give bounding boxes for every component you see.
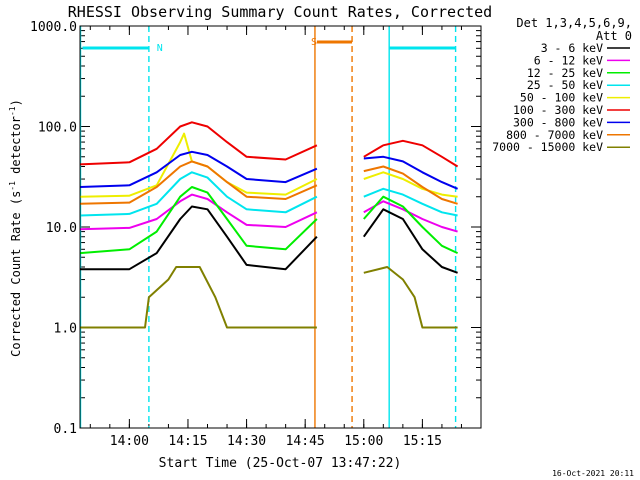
x-tick-label: 15:15 bbox=[403, 434, 442, 449]
series-line bbox=[79, 121, 318, 166]
legend-label: 12 - 25 keV bbox=[527, 66, 603, 80]
series-line bbox=[79, 150, 318, 188]
chart-title: RHESSI Observing Summary Count Rates, Co… bbox=[68, 3, 492, 21]
plot-layer: 0.1 1.0 10.0 100.0 1000.0 14:00 14:15 14:30 14:4… bbox=[30, 20, 481, 449]
saa-label: S bbox=[311, 37, 317, 48]
series-line bbox=[79, 160, 318, 205]
series-line bbox=[363, 200, 458, 233]
legend-header-line-2: Att 0 bbox=[596, 29, 632, 43]
x-tick-label: 15:00 bbox=[344, 434, 383, 449]
x-axis-label: Start Time (25-Oct-07 13:47:22) bbox=[159, 456, 402, 471]
series-line bbox=[79, 186, 318, 255]
legend-label: 50 - 100 keV bbox=[520, 91, 603, 105]
x-tick-label: 14:15 bbox=[168, 434, 207, 449]
legend-header-line-1: Det 1,3,4,5,6,9, bbox=[516, 16, 632, 30]
legend-label: 800 - 7000 keV bbox=[506, 128, 603, 142]
legend-label: 25 - 50 keV bbox=[527, 78, 603, 92]
series-line bbox=[363, 171, 458, 198]
plot-frame bbox=[79, 25, 482, 429]
y-tick-label: 0.1 bbox=[54, 422, 77, 437]
y-tick-label: 100.0 bbox=[38, 121, 77, 136]
y-tick-label: 1.0 bbox=[54, 322, 77, 337]
series-line bbox=[363, 266, 458, 329]
series-line bbox=[79, 193, 318, 231]
footer-date: 16-Oct-2021 20:11 bbox=[552, 469, 634, 478]
legend-label: 100 - 300 keV bbox=[513, 103, 603, 117]
legend-label: 3 - 6 keV bbox=[541, 41, 603, 55]
series-line bbox=[80, 266, 317, 329]
x-tick-label: 14:45 bbox=[286, 434, 325, 449]
series-line bbox=[362, 208, 458, 274]
series-line bbox=[363, 155, 458, 190]
legend-label: 300 - 800 keV bbox=[513, 115, 603, 129]
series-line bbox=[363, 195, 459, 255]
series-line bbox=[363, 165, 458, 205]
series-line bbox=[363, 187, 458, 217]
legend-label: 6 - 12 keV bbox=[534, 53, 603, 67]
x-tick-label: 14:00 bbox=[110, 434, 149, 449]
legend-label: 7000 - 15000 keV bbox=[492, 140, 603, 154]
series-line bbox=[363, 139, 459, 168]
series-line bbox=[79, 171, 318, 217]
y-axis-label: Corrected Count Rate (s-1 detector-1) bbox=[8, 99, 23, 357]
series-line bbox=[79, 132, 318, 198]
series-line bbox=[80, 205, 318, 271]
y-tick-label: 1000.0 bbox=[30, 20, 77, 35]
x-tick-label: 14:30 bbox=[227, 434, 266, 449]
night-label: N bbox=[157, 43, 163, 54]
y-tick-label: 10.0 bbox=[46, 221, 77, 236]
